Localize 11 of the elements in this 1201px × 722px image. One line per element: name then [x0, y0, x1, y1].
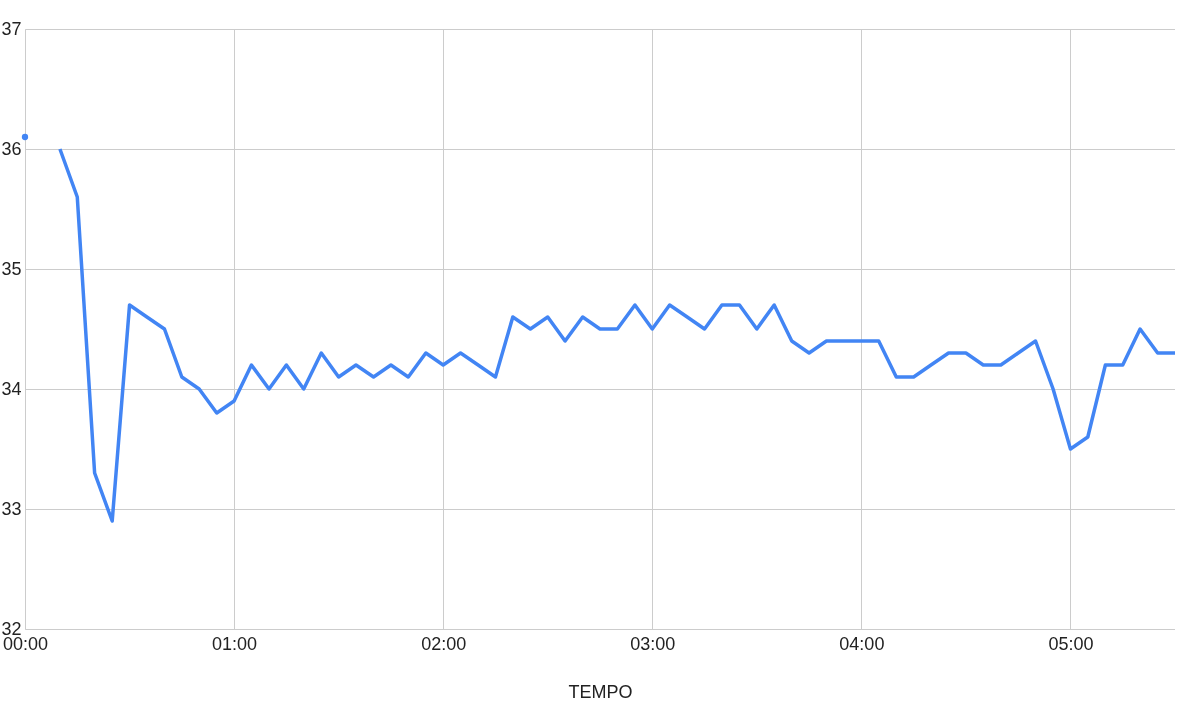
- y-tick-label: 35: [1, 258, 22, 279]
- x-tick-label: 03:00: [630, 633, 676, 654]
- y-tick-label: 36: [1, 138, 22, 159]
- x-tick-label: 02:00: [421, 633, 467, 654]
- x-tick-label: 05:00: [1048, 633, 1094, 654]
- y-tick-label: 37: [1, 18, 22, 39]
- x-tick-label: 01:00: [212, 633, 258, 654]
- y-tick-label: 33: [1, 498, 22, 519]
- x-axis-title: TEMPO: [568, 681, 633, 702]
- x-tick-label: 04:00: [839, 633, 885, 654]
- y-tick-label: 34: [1, 378, 22, 399]
